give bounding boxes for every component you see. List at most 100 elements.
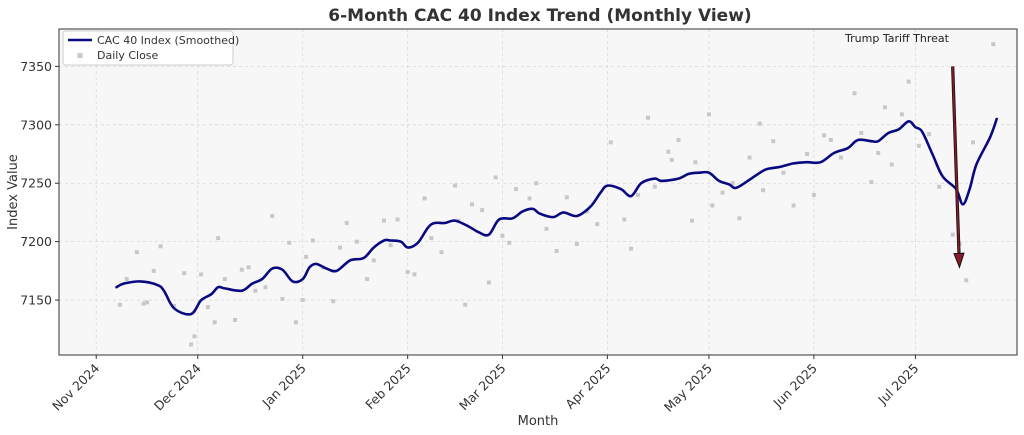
daily-close-point <box>365 277 370 282</box>
daily-close-point <box>337 245 342 250</box>
legend: CAC 40 Index (Smoothed) Daily Close <box>62 30 239 66</box>
daily-close-point <box>422 196 427 201</box>
daily-close-point <box>239 267 244 272</box>
daily-close-point <box>771 139 776 144</box>
daily-close-point <box>916 143 921 148</box>
y-tick-label: 7250 <box>20 176 52 191</box>
daily-close-point <box>710 203 715 208</box>
chart-title: 6-Month CAC 40 Index Trend (Monthly View… <box>328 6 751 26</box>
daily-close-point <box>544 226 549 231</box>
daily-close-point <box>720 190 725 195</box>
smoothed-line-layer <box>115 117 998 316</box>
daily-close-point <box>151 268 156 273</box>
x-tick-label: Jul 2025 <box>874 361 921 408</box>
daily-close-point <box>405 270 410 275</box>
y-tick-label: 7200 <box>20 234 52 249</box>
daily-close-point <box>331 299 336 304</box>
x-tick-label: Mar 2025 <box>456 361 509 414</box>
daily-close-point <box>124 277 129 282</box>
daily-close-point <box>822 133 827 138</box>
legend-label-daily: Daily Close <box>97 49 159 62</box>
daily-close-point <box>453 183 458 188</box>
daily-close-point <box>192 334 197 339</box>
daily-close-point <box>906 79 911 84</box>
daily-close-point <box>141 301 146 306</box>
daily-close-point <box>287 240 292 245</box>
daily-close-point <box>889 162 894 167</box>
daily-close-point <box>172 303 177 308</box>
daily-close-point <box>693 160 698 165</box>
plot-area <box>59 29 1017 355</box>
daily-close-points <box>117 42 996 347</box>
daily-close-point <box>300 298 305 303</box>
daily-close-point <box>500 233 505 238</box>
daily-close-point <box>480 208 485 213</box>
daily-close-point <box>253 288 258 293</box>
daily-close-point <box>876 150 881 155</box>
daily-close-point <box>182 271 187 276</box>
daily-close-point <box>212 320 217 325</box>
daily-close-point <box>507 240 512 245</box>
plot-frame <box>58 28 1018 356</box>
daily-close-point <box>439 250 444 255</box>
annotation-arrow-shaft-fill <box>951 66 960 254</box>
daily-close-point <box>233 317 238 322</box>
daily-close-point <box>216 236 221 241</box>
daily-close-point <box>761 188 766 193</box>
daily-close-point <box>189 342 194 347</box>
daily-close-point <box>926 132 931 137</box>
daily-close-point <box>304 254 309 259</box>
daily-close-point <box>899 112 904 117</box>
daily-close-point <box>205 305 210 310</box>
daily-close-point <box>991 42 996 47</box>
y-axis-ticks: 7150 7200 7250 7300 7350 <box>20 59 59 308</box>
daily-close-point <box>747 155 752 160</box>
x-tick-label: Nov 2024 <box>49 360 102 413</box>
y-axis-label: Index Value <box>6 154 21 230</box>
daily-close-point <box>429 236 434 241</box>
x-tick-label: Feb 2025 <box>362 361 414 413</box>
x-axis-label: Month <box>518 414 559 429</box>
daily-close-point <box>690 218 695 223</box>
daily-close-point <box>381 218 386 223</box>
daily-close-point <box>246 265 251 270</box>
daily-close-point <box>666 149 671 154</box>
daily-close-point <box>145 300 150 305</box>
daily-close-point <box>757 121 762 126</box>
daily-close-point <box>463 302 468 307</box>
daily-close-point <box>869 180 874 185</box>
annotation-arrow-head <box>953 252 965 269</box>
daily-close-point <box>117 302 122 307</box>
smoothed-index-line <box>115 117 998 316</box>
x-tick-label: Jan 2025 <box>259 361 309 411</box>
daily-close-point <box>270 213 275 218</box>
daily-close-point <box>635 192 640 197</box>
daily-close-point <box>852 91 857 96</box>
daily-close-point <box>293 320 298 325</box>
y-tick-label: 7300 <box>20 117 52 132</box>
x-tick-label: May 2025 <box>661 361 715 415</box>
annotation-label: Trump Tariff Threat <box>844 32 950 45</box>
daily-close-point <box>811 192 816 197</box>
daily-close-point <box>388 243 393 248</box>
daily-close-point <box>652 184 657 189</box>
daily-close-point <box>469 202 474 207</box>
daily-close-point <box>781 170 786 175</box>
x-tick-label: Apr 2025 <box>562 361 613 412</box>
daily-close-point <box>199 272 204 277</box>
y-tick-label: 7150 <box>20 293 52 308</box>
daily-close-point <box>158 244 163 249</box>
x-tick-label: Jun 2025 <box>770 361 820 411</box>
daily-close-point <box>608 140 613 145</box>
legend-scatter-swatch <box>77 53 83 58</box>
daily-close-point <box>737 216 742 221</box>
daily-close-point <box>859 130 864 135</box>
daily-close-point <box>838 155 843 160</box>
daily-close-point <box>493 175 498 180</box>
daily-close-point <box>950 232 955 237</box>
daily-close-point <box>791 203 796 208</box>
daily-close-point <box>622 217 627 222</box>
daily-close-point <box>574 241 579 246</box>
daily-close-point <box>595 222 600 227</box>
